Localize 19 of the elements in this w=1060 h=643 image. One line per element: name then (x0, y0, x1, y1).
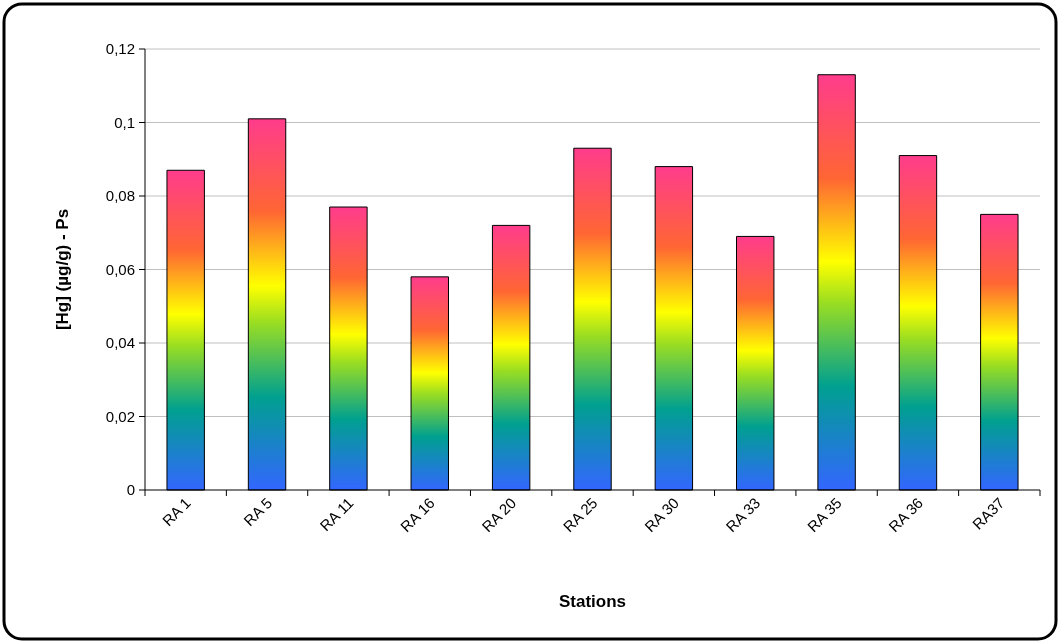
x-tick-label: RA 30 (641, 494, 682, 536)
x-tick-label: RA 16 (396, 494, 438, 536)
y-tick-label: 0,12 (105, 40, 135, 58)
x-axis-title: Stations (558, 592, 627, 611)
y-tick-label: 0,02 (105, 407, 135, 425)
y-tick-label: 0,1 (114, 113, 135, 131)
y-axis-title: [Hg] (µg/g) - Ps (53, 208, 72, 331)
x-tick-label: RA 20 (478, 494, 520, 536)
y-tick-label: 0,06 (105, 260, 135, 278)
y-tick-label: 0 (126, 481, 135, 499)
x-tick-label: RA 35 (803, 494, 845, 536)
x-tick-label: RA 11 (316, 494, 357, 535)
x-tick-label: RA 33 (722, 494, 764, 536)
x-tick-label: RA 5 (240, 494, 276, 530)
x-tick-label: RA 1 (158, 494, 194, 530)
y-tick-label: 0,04 (105, 334, 135, 352)
x-tick-label: RA 36 (885, 494, 927, 536)
x-tick-label: RA 25 (559, 494, 601, 536)
y-tick-label: 0,08 (105, 187, 135, 205)
